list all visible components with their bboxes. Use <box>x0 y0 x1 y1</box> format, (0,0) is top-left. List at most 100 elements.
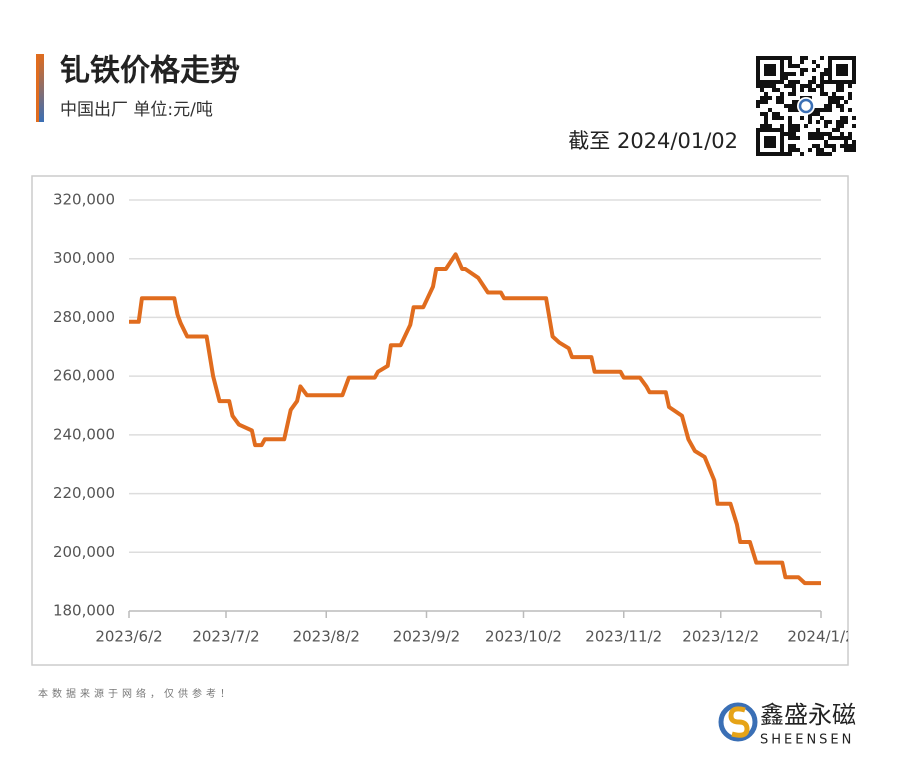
qr-cell <box>784 76 788 80</box>
qr-cell <box>812 76 816 80</box>
qr-cell <box>760 88 764 92</box>
qr-cell <box>780 80 784 84</box>
qr-cell <box>816 136 820 140</box>
qr-cell <box>768 80 772 84</box>
qr-cell <box>792 92 796 96</box>
qr-cell <box>756 152 760 156</box>
qr-cell <box>824 104 828 108</box>
qr-cell <box>776 128 780 132</box>
qr-cell <box>808 116 812 120</box>
qr-cell <box>808 132 812 136</box>
qr-cell <box>844 72 848 76</box>
x-tick-label: 2023/7/2 <box>192 628 259 646</box>
qr-cell <box>788 104 792 108</box>
accent-bar <box>36 54 39 122</box>
footnote: 本数据来源于网络，仅供参考！ <box>38 687 234 700</box>
qr-cell <box>764 80 768 84</box>
qr-cell <box>768 108 772 112</box>
qr-cell <box>820 136 824 140</box>
qr-cell <box>780 68 784 72</box>
qr-cell <box>828 120 832 124</box>
qr-cell <box>820 132 824 136</box>
y-tick-label: 320,000 <box>53 191 115 209</box>
qr-cell <box>812 80 816 84</box>
price-line <box>129 252 821 586</box>
qr-cell <box>832 148 836 152</box>
x-tick-label: 2024/1/2 <box>787 628 854 646</box>
qr-cell <box>828 136 832 140</box>
qr-cell <box>764 84 768 88</box>
qr-cell <box>844 64 848 68</box>
qr-cell <box>852 144 856 148</box>
qr-cell <box>848 92 852 96</box>
qr-cell <box>768 128 772 132</box>
qr-cell <box>796 124 800 128</box>
qr-cell <box>784 152 788 156</box>
qr-cell <box>760 96 764 100</box>
brand: 鑫盛永磁 <box>760 701 856 729</box>
qr-cell <box>836 80 840 84</box>
qr-cell <box>764 152 768 156</box>
qr-cell <box>760 124 764 128</box>
x-tick-label: 2023/6/2 <box>95 628 162 646</box>
qr-cell <box>792 80 796 84</box>
qr-cell <box>852 72 856 76</box>
y-tick-label: 280,000 <box>53 308 115 326</box>
qr-cell <box>780 76 784 80</box>
qr-cell <box>832 144 836 148</box>
qr-cell <box>788 72 792 76</box>
qr-cell <box>792 124 796 128</box>
qr-cell <box>760 100 764 104</box>
qr-cell <box>780 136 784 140</box>
qr-cell <box>772 80 776 84</box>
qr-cell <box>816 144 820 148</box>
qr-cell <box>812 60 816 64</box>
qr-cell <box>836 128 840 132</box>
qr-cell <box>788 80 792 84</box>
logo <box>718 702 758 742</box>
qr-cell <box>780 148 784 152</box>
qr-cell <box>792 84 796 88</box>
qr-cell <box>768 96 772 100</box>
qr-cell <box>760 152 764 156</box>
qr-cell <box>772 116 776 120</box>
qr-cell <box>764 116 768 120</box>
qr-cell <box>788 56 792 60</box>
qr-cell <box>760 112 764 116</box>
qr-cell <box>828 104 832 108</box>
y-tick-label: 200,000 <box>53 543 115 561</box>
y-tick-label: 180,000 <box>53 602 115 620</box>
qr-cell <box>820 84 824 88</box>
qr-cell <box>812 112 816 116</box>
qr-cell <box>792 108 796 112</box>
qr-cell <box>836 104 840 108</box>
qr-cell <box>828 144 832 148</box>
qr-cell <box>796 128 800 132</box>
qr-cell <box>756 64 760 68</box>
qr-cell <box>836 100 840 104</box>
qr-cell <box>840 108 844 112</box>
qr-cell <box>764 120 768 124</box>
qr-cell <box>820 56 824 60</box>
qr-cell <box>772 140 776 144</box>
qr-cell <box>768 64 772 68</box>
qr-cell <box>804 84 808 88</box>
qr-cell <box>836 124 840 128</box>
qr-cell <box>840 132 844 136</box>
qr-cell <box>780 132 784 136</box>
qr-cell <box>760 56 764 60</box>
qr-cell <box>788 116 792 120</box>
plot: 180,000 200,000 220,000 240,000 260,000 280,0… <box>53 191 822 620</box>
qr-cell <box>800 152 804 156</box>
qr-cell <box>788 152 792 156</box>
qr-cell <box>776 96 780 100</box>
qr-cell <box>832 100 836 104</box>
qr-cell <box>824 92 828 96</box>
qr-cell <box>832 96 836 100</box>
qr-cell <box>844 68 848 72</box>
qr-cell <box>800 116 804 120</box>
qr-cell <box>792 128 796 132</box>
brand-en: SHEENSEN <box>760 733 854 748</box>
qr-cell <box>792 104 796 108</box>
qr-cell <box>852 140 856 144</box>
